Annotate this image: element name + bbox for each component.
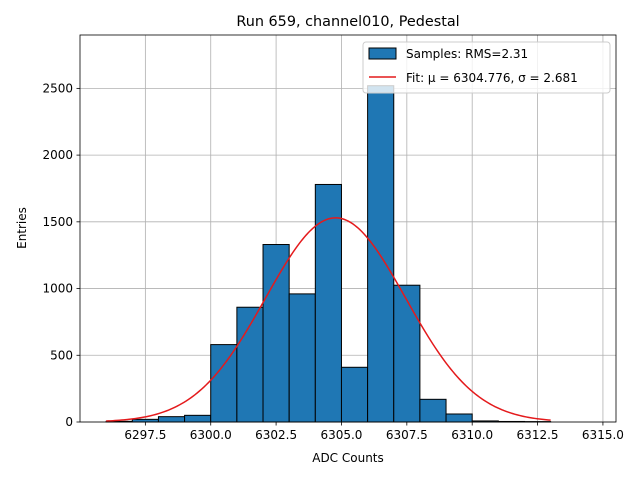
x-tick-label: 6297.5 xyxy=(124,428,166,442)
x-tick-label: 6315.0 xyxy=(582,428,624,442)
plot-area xyxy=(79,34,617,423)
y-tick-label: 1500 xyxy=(42,215,73,229)
histogram-bar xyxy=(419,398,447,423)
histogram-bar xyxy=(210,344,238,423)
y-axis-label: Entries xyxy=(15,207,29,249)
legend: Samples: RMS=2.31 Fit: μ = 6304.776, σ =… xyxy=(362,41,611,94)
histogram-bar xyxy=(314,183,342,423)
x-axis-label: ADC Counts xyxy=(312,451,384,465)
histogram-bar xyxy=(262,244,290,423)
legend-fit-label: Fit: μ = 6304.776, σ = 2.681 xyxy=(406,71,578,85)
x-tick-label: 6305.0 xyxy=(320,428,362,442)
x-tick-label: 6312.5 xyxy=(517,428,559,442)
legend-frame xyxy=(362,41,611,94)
y-tick-label: 1000 xyxy=(42,282,73,296)
fit-curve-group xyxy=(106,217,551,422)
axes-background xyxy=(80,35,616,422)
y-axis-ticks: 0 500 1000 1500 2000 2500 xyxy=(42,81,80,429)
histogram-bar xyxy=(393,284,421,423)
histogram-bar xyxy=(157,416,186,423)
histogram-bar xyxy=(445,413,473,423)
x-tick-label: 6300.0 xyxy=(190,428,232,442)
y-tick-label: 500 xyxy=(50,348,73,362)
legend-samples-swatch xyxy=(368,47,397,60)
chart-title: Run 659, channel010, Pedestal xyxy=(236,14,459,30)
y-tick-label: 2500 xyxy=(42,81,73,95)
y-tick-label: 2000 xyxy=(42,148,73,162)
histogram-bar xyxy=(340,366,369,423)
x-tick-label: 6302.5 xyxy=(255,428,297,442)
x-axis-ticks: 6297.5 6300.0 6302.5 6305.0 6307.5 6310.0 6312… xyxy=(124,422,624,442)
histogram-bar xyxy=(288,293,316,423)
x-tick-label: 6310.0 xyxy=(451,428,493,442)
histogram-bar xyxy=(184,414,212,423)
x-tick-label: 6307.5 xyxy=(386,428,428,442)
gaussian-fit-line xyxy=(106,217,551,422)
axes-frame xyxy=(79,34,617,423)
histogram-bar xyxy=(367,85,395,423)
legend-samples-label: Samples: RMS=2.31 xyxy=(406,47,528,61)
histogram-bars xyxy=(105,85,552,423)
histogram-bar xyxy=(131,418,159,423)
y-tick-label: 0 xyxy=(65,415,73,429)
